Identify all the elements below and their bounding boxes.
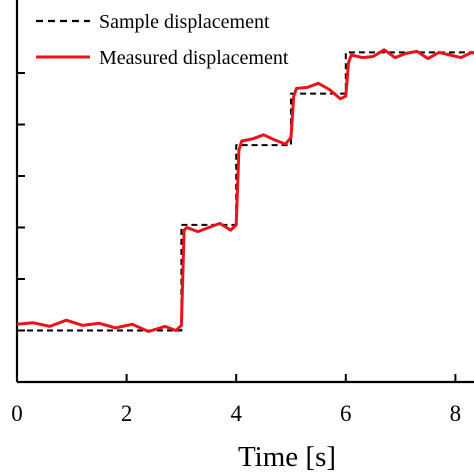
series-layer	[16, 48, 474, 333]
legend: Sample displacement Measured displacemen…	[36, 11, 289, 69]
x-tick-label-0: 0	[11, 401, 23, 426]
x-tick-label-4: 4	[230, 401, 242, 426]
axes: 0 2 4 6 8	[11, 0, 474, 426]
x-tick-label-6: 6	[340, 401, 352, 426]
x-axis-title: Time [s]	[238, 441, 336, 473]
x-tick-label-2: 2	[121, 401, 133, 426]
series-sample-displacement	[17, 51, 474, 332]
series-measured-displacement	[16, 48, 474, 333]
x-tick-label-8: 8	[450, 401, 462, 426]
legend-label-sample-displacement: Sample displacement	[99, 11, 270, 33]
legend-label-measured-displacement: Measured displacement	[99, 47, 289, 69]
